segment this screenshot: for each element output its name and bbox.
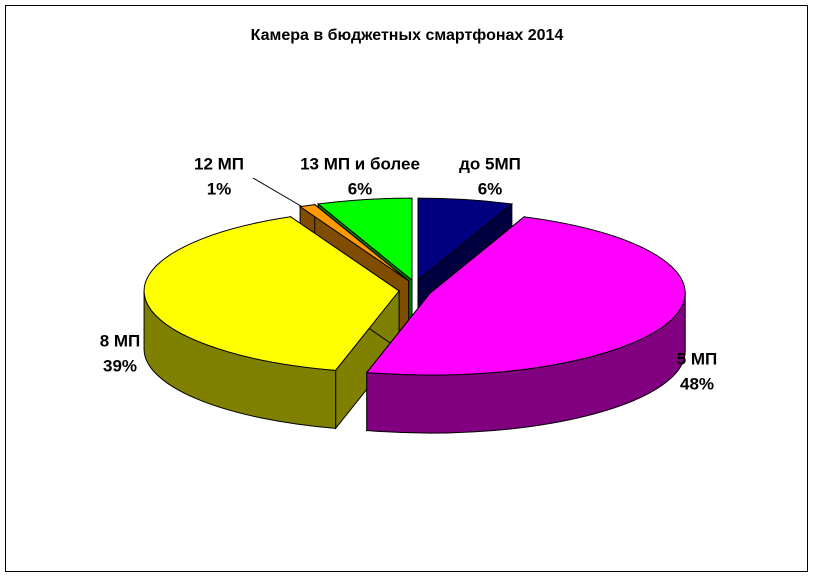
data-label-name: 5 МП xyxy=(677,349,718,368)
slice xyxy=(143,216,400,371)
data-label-name: 13 МП и более xyxy=(300,154,420,173)
data-label-name: 8 МП xyxy=(100,331,141,350)
data-label-value: 39% xyxy=(103,356,137,375)
slice xyxy=(365,216,686,376)
data-label-value: 1% xyxy=(207,179,232,198)
data-label-name: 12 МП xyxy=(194,154,244,173)
slice xyxy=(417,197,514,282)
data-label-value: 6% xyxy=(478,179,503,198)
chart-title: Камера в бюджетных смартфонах 2014 xyxy=(251,27,564,44)
data-label-value: 6% xyxy=(348,179,373,198)
slice xyxy=(298,204,409,282)
data-label-name: до 5МП xyxy=(459,154,521,173)
data-label-value: 48% xyxy=(680,374,714,393)
slice xyxy=(316,197,413,282)
